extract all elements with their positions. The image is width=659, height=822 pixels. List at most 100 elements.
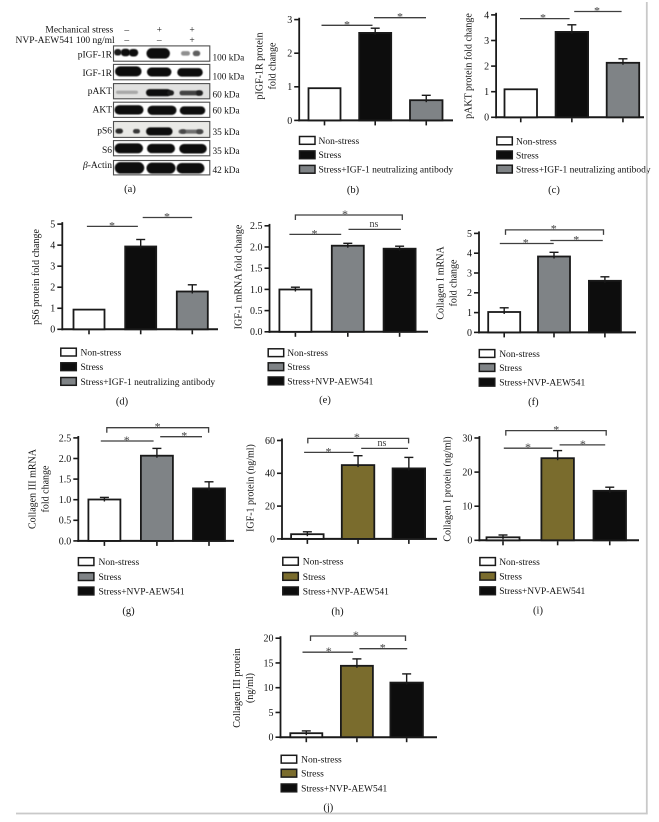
svg-text:*: * (326, 644, 332, 658)
svg-text:100 kDa: 100 kDa (213, 54, 245, 64)
svg-text:3: 3 (484, 36, 489, 47)
svg-text:5: 5 (269, 708, 274, 719)
svg-text:*: * (326, 444, 332, 458)
svg-text:*: * (553, 422, 559, 436)
svg-text:*: * (109, 218, 115, 232)
svg-text:*: * (594, 4, 600, 18)
svg-text:0.0: 0.0 (59, 536, 72, 547)
svg-text:+: + (189, 36, 194, 46)
svg-text:0.0: 0.0 (250, 327, 263, 338)
svg-text:Stress: Stress (499, 573, 522, 583)
svg-text:2.0: 2.0 (250, 242, 263, 253)
svg-text:*: * (354, 430, 360, 444)
svg-text:(d): (d) (116, 397, 129, 408)
svg-text:20: 20 (264, 634, 274, 645)
svg-text:3: 3 (287, 15, 292, 26)
svg-text:35 kDa: 35 kDa (213, 147, 240, 157)
svg-text:Stress: Stress (81, 363, 104, 373)
svg-text:(j): (j) (323, 803, 333, 814)
svg-text:IGF-1R: IGF-1R (82, 69, 112, 79)
svg-text:*: * (164, 210, 170, 224)
svg-text:*: * (181, 429, 187, 443)
svg-text:S6: S6 (102, 146, 112, 156)
svg-text:40: 40 (265, 469, 275, 480)
svg-text:1: 1 (287, 82, 292, 93)
svg-text:fold change: fold change (448, 259, 459, 306)
svg-text:0.5: 0.5 (59, 516, 72, 527)
svg-text:2: 2 (484, 62, 489, 73)
svg-text:Non-stress: Non-stress (99, 558, 140, 568)
svg-text:35 kDa: 35 kDa (213, 128, 240, 138)
svg-text:42 kDa: 42 kDa (213, 166, 240, 176)
svg-text:Stress+NVP-AEW541: Stress+NVP-AEW541 (499, 379, 585, 389)
svg-text:(c): (c) (548, 185, 560, 196)
svg-text:Non-stress: Non-stress (81, 349, 122, 359)
svg-text:3: 3 (50, 262, 55, 273)
svg-text:Non-stress: Non-stress (287, 349, 328, 359)
svg-text:0: 0 (50, 325, 55, 336)
svg-text:4: 4 (484, 10, 489, 21)
svg-text:1: 1 (467, 308, 472, 319)
svg-text:1.5: 1.5 (59, 475, 72, 486)
svg-text:0: 0 (467, 536, 472, 547)
svg-text:Non-stress: Non-stress (319, 137, 360, 147)
svg-text:(b): (b) (347, 185, 360, 196)
svg-text:*: * (573, 233, 579, 247)
svg-text:*: * (312, 226, 318, 240)
svg-text:–: – (156, 36, 162, 46)
svg-text:Collagen I protein (ng/ml): Collagen I protein (ng/ml) (443, 436, 454, 541)
svg-text:Non-stress: Non-stress (303, 558, 344, 568)
svg-text:0: 0 (270, 534, 275, 545)
svg-text:*: * (380, 641, 386, 655)
svg-text:100 kDa: 100 kDa (213, 72, 245, 82)
svg-text:Stress+IGF-1 neutralizing anti: Stress+IGF-1 neutralizing antibody (516, 166, 651, 176)
svg-text:Stress+IGF-1 neutralizing anti: Stress+IGF-1 neutralizing antibody (319, 166, 454, 176)
svg-text:Stress: Stress (303, 573, 326, 583)
svg-text:1: 1 (484, 87, 489, 98)
svg-text:15: 15 (264, 658, 274, 669)
svg-text:1: 1 (50, 304, 55, 315)
svg-text:5: 5 (50, 220, 55, 231)
svg-text:3: 3 (467, 268, 472, 279)
svg-text:(h): (h) (331, 607, 344, 618)
svg-text:*: * (124, 433, 130, 447)
svg-text:Stress: Stress (99, 573, 122, 583)
svg-text:*: * (155, 420, 161, 434)
svg-text:β-Actin: β-Actin (82, 161, 112, 171)
svg-text:2: 2 (467, 288, 472, 299)
svg-text:5: 5 (467, 229, 472, 240)
svg-text:*: * (580, 437, 586, 451)
svg-text:0: 0 (269, 733, 274, 744)
svg-text:0.5: 0.5 (250, 306, 263, 317)
svg-text:1.5: 1.5 (250, 264, 263, 275)
svg-text:AKT: AKT (92, 105, 112, 115)
svg-text:–: – (123, 26, 129, 36)
svg-text:Collagen III mRNA: Collagen III mRNA (27, 448, 38, 529)
svg-text:30: 30 (462, 433, 472, 444)
svg-text:Stress: Stress (301, 770, 324, 780)
svg-text:Stress+NVP-AEW541: Stress+NVP-AEW541 (301, 784, 387, 794)
svg-text:20: 20 (265, 502, 275, 513)
svg-text:*: * (523, 236, 529, 250)
svg-text:pAKT: pAKT (88, 87, 112, 97)
svg-text:60: 60 (265, 436, 275, 447)
svg-text:Stress: Stress (516, 151, 539, 161)
svg-text:(i): (i) (533, 606, 543, 617)
svg-text:Non-stress: Non-stress (516, 137, 557, 147)
svg-text:pS6 protein fold change: pS6 protein fold change (31, 229, 42, 325)
svg-text:Stress+NVP-AEW541: Stress+NVP-AEW541 (303, 587, 389, 597)
svg-text:pS6: pS6 (97, 126, 112, 136)
svg-text:4: 4 (50, 241, 55, 252)
svg-text:pIGF-1R: pIGF-1R (78, 50, 113, 60)
svg-text:Stress: Stress (287, 363, 310, 373)
svg-text:Stress+NVP-AEW541: Stress+NVP-AEW541 (287, 377, 373, 387)
svg-text:0: 0 (484, 113, 489, 124)
svg-text:fold change: fold change (267, 42, 278, 89)
svg-text:2: 2 (287, 49, 292, 60)
svg-text:ns: ns (370, 219, 379, 230)
svg-text:20: 20 (462, 468, 472, 479)
svg-text:(f): (f) (528, 397, 539, 408)
svg-text:–: – (123, 36, 129, 46)
svg-text:1.0: 1.0 (250, 285, 263, 296)
svg-text:0: 0 (467, 328, 472, 339)
